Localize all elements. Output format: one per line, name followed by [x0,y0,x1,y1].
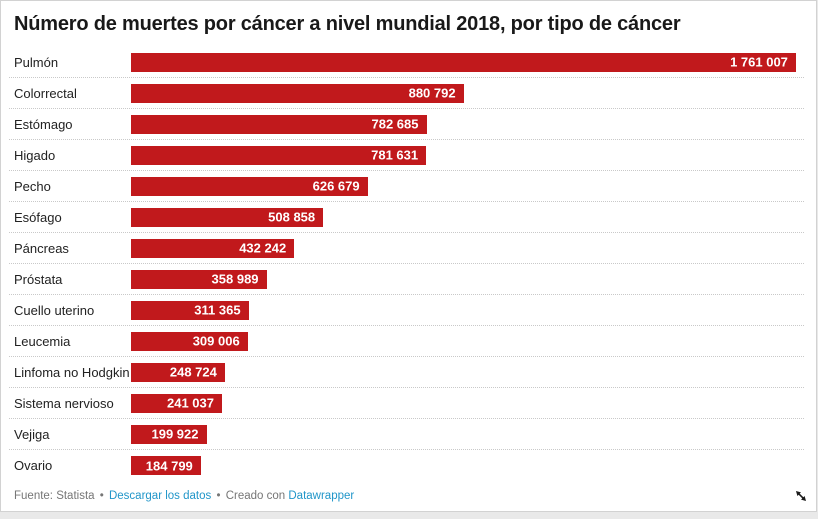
chart-row: Ovario 184 799 [9,450,804,481]
chart-row: Linfoma no Hodgkin 248 724 [9,357,804,388]
chart-row: Vejiga 199 922 [9,419,804,450]
bar-value-label: 782 685 [371,116,419,132]
footer-separator: • [216,490,221,502]
category-label: Cuello uterino [14,302,95,318]
created-with-text: Creado con [225,490,286,502]
category-label: Esófago [14,209,62,225]
bar-value-label: 626 679 [312,178,360,194]
bar-track: 241 037 [131,393,804,413]
chart-row: Estómago 782 685 [9,109,804,140]
bar-value-label: 248 724 [169,364,217,380]
category-label: Ovario [14,458,53,473]
bar-value-label: 309 006 [192,333,240,349]
bar-track: 199 922 [131,424,804,444]
category-label: Colorrectal [14,85,77,101]
bar-track: 311 365 [131,300,804,320]
bar-value-label: 880 792 [408,85,456,101]
chart-row: Próstata 358 989 [9,264,804,295]
category-label: Vejiga [14,426,50,442]
category-label: Higado [14,147,56,163]
category-label: Estómago [14,116,73,132]
bar[interactable]: 241 037 [131,393,222,413]
bar[interactable]: 508 858 [131,207,324,227]
category-label: Sistema nervioso [14,395,114,411]
category-label: Páncreas [14,240,69,256]
bar[interactable]: 1 761 007 [131,52,796,72]
bar-value-label: 241 037 [166,395,214,411]
bar[interactable]: 432 242 [131,238,295,258]
datawrapper-link[interactable]: Datawrapper [288,490,355,502]
chart-row: Sistema nervioso 241 037 [9,388,804,419]
chart-title: Número de muertes por cáncer a nivel mun… [14,13,681,35]
bar[interactable]: 184 799 [131,456,201,475]
bar[interactable]: 880 792 [131,83,464,103]
bar-value-label: 184 799 [145,458,193,473]
bar[interactable]: 782 685 [131,114,427,134]
chart-row: Leucemia 309 006 [9,326,804,357]
bar-track: 184 799 [131,456,804,475]
footer-separator: • [99,490,104,502]
bar-value-label: 508 858 [268,209,316,225]
chart-row: Cuello uterino 311 365 [9,295,804,326]
download-data-link[interactable]: Descargar los datos [108,490,212,502]
resize-diagonal-arrow-icon[interactable] [794,489,808,503]
bar-value-label: 358 989 [211,271,259,287]
category-label: Leucemia [14,333,71,349]
bar-track: 432 242 [131,238,804,258]
bar-track: 880 792 [131,83,804,103]
bar[interactable]: 358 989 [131,269,267,289]
bar[interactable]: 248 724 [131,362,225,382]
bar-value-label: 311 365 [194,302,241,318]
chart-footer: Fuente: Statista • Descargar los datos •… [14,490,786,502]
bar[interactable]: 626 679 [131,176,368,196]
chart-row: Páncreas 432 242 [9,233,804,264]
bar[interactable]: 311 365 [131,300,249,320]
bar-track: 782 685 [131,114,804,134]
bar-value-label: 781 631 [371,147,419,163]
chart-row: Pecho 626 679 [9,171,804,202]
chart-row: Pulmón 1 761 007 [9,47,804,78]
bar-track: 248 724 [131,362,804,382]
bar[interactable]: 781 631 [131,145,427,165]
bar-track: 358 989 [131,269,804,289]
bar-track: 626 679 [131,176,804,196]
chart-row: Higado 781 631 [9,140,804,171]
bar[interactable]: 309 006 [131,331,248,351]
bar-value-label: 432 242 [239,240,287,256]
chart-row: Colorrectal 880 792 [9,78,804,109]
source-text: Fuente: Statista [14,490,95,502]
chart-row: Esófago 508 858 [9,202,804,233]
bar[interactable]: 199 922 [131,424,207,444]
chart-rows: Pulmón 1 761 007 Colorrectal 880 792 Estómag… [9,47,804,481]
bar-value-label: 199 922 [151,426,199,442]
bar-value-label: 1 761 007 [730,54,788,70]
bar-track: 1 761 007 [131,52,804,72]
category-label: Próstata [14,271,63,287]
bar-track: 508 858 [131,207,804,227]
category-label: Pulmón [14,54,59,70]
category-label: Linfoma no Hodgkin [14,364,130,380]
category-label: Pecho [14,178,51,194]
bar-track: 781 631 [131,145,804,165]
bar-track: 309 006 [131,331,804,351]
